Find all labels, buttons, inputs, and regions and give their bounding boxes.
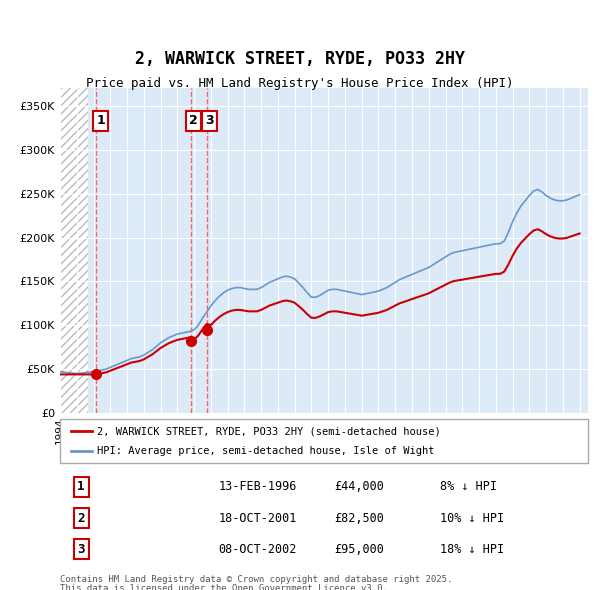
Text: 08-OCT-2002: 08-OCT-2002: [218, 543, 297, 556]
Text: £95,000: £95,000: [335, 543, 385, 556]
Text: 18-OCT-2001: 18-OCT-2001: [218, 512, 297, 525]
Text: £44,000: £44,000: [335, 480, 385, 493]
Text: 18% ↓ HPI: 18% ↓ HPI: [440, 543, 504, 556]
Text: 2, WARWICK STREET, RYDE, PO33 2HY: 2, WARWICK STREET, RYDE, PO33 2HY: [135, 50, 465, 68]
Text: This data is licensed under the Open Government Licence v3.0.: This data is licensed under the Open Gov…: [60, 584, 388, 590]
Text: 1: 1: [96, 114, 105, 127]
Text: 2, WARWICK STREET, RYDE, PO33 2HY (semi-detached house): 2, WARWICK STREET, RYDE, PO33 2HY (semi-…: [97, 427, 441, 436]
Text: HPI: Average price, semi-detached house, Isle of Wight: HPI: Average price, semi-detached house,…: [97, 446, 434, 455]
FancyBboxPatch shape: [60, 419, 588, 463]
Text: 10% ↓ HPI: 10% ↓ HPI: [440, 512, 504, 525]
Text: 2: 2: [189, 114, 197, 127]
Text: 13-FEB-1996: 13-FEB-1996: [218, 480, 297, 493]
Text: 2: 2: [77, 512, 85, 525]
Text: 3: 3: [77, 543, 85, 556]
Text: 3: 3: [205, 114, 214, 127]
Text: 1: 1: [77, 480, 85, 493]
Text: Contains HM Land Registry data © Crown copyright and database right 2025.: Contains HM Land Registry data © Crown c…: [60, 575, 452, 584]
Text: Price paid vs. HM Land Registry's House Price Index (HPI): Price paid vs. HM Land Registry's House …: [86, 77, 514, 90]
Text: £82,500: £82,500: [335, 512, 385, 525]
Text: 8% ↓ HPI: 8% ↓ HPI: [440, 480, 497, 493]
